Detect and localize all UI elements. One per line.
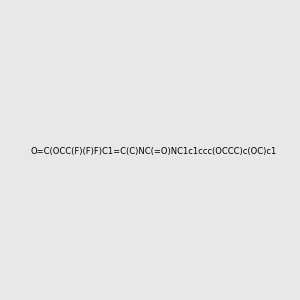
Text: O=C(OCC(F)(F)F)C1=C(C)NC(=O)NC1c1ccc(OCCC)c(OC)c1: O=C(OCC(F)(F)F)C1=C(C)NC(=O)NC1c1ccc(OCC… xyxy=(31,147,277,156)
